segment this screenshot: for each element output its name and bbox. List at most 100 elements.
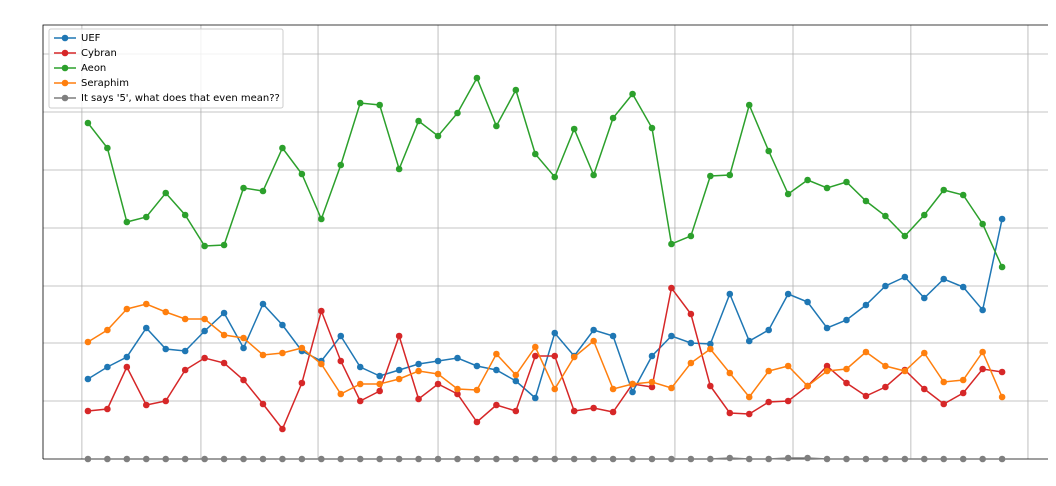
point bbox=[84, 338, 92, 346]
legend-marker bbox=[61, 64, 69, 72]
point bbox=[998, 393, 1006, 401]
point bbox=[940, 275, 948, 283]
point bbox=[395, 165, 403, 173]
point bbox=[765, 326, 772, 334]
legend-marker bbox=[61, 79, 69, 87]
point bbox=[162, 189, 170, 197]
point bbox=[337, 455, 345, 463]
point bbox=[104, 326, 111, 334]
point bbox=[454, 354, 461, 362]
point bbox=[123, 353, 131, 361]
point bbox=[415, 117, 422, 125]
point bbox=[551, 329, 559, 337]
point bbox=[784, 454, 792, 462]
point bbox=[473, 418, 481, 426]
point bbox=[959, 455, 967, 463]
point bbox=[512, 377, 520, 385]
point bbox=[590, 337, 597, 345]
point bbox=[920, 211, 928, 219]
legend-label: It says '5', what does that even mean?? bbox=[81, 93, 280, 104]
point bbox=[920, 294, 928, 302]
point bbox=[668, 240, 675, 248]
point bbox=[823, 455, 831, 463]
point bbox=[765, 147, 772, 155]
point bbox=[512, 86, 520, 94]
point bbox=[181, 315, 189, 323]
point bbox=[570, 353, 578, 361]
point bbox=[998, 455, 1006, 463]
point bbox=[998, 368, 1006, 376]
point bbox=[609, 332, 617, 340]
point bbox=[590, 326, 597, 334]
point bbox=[356, 99, 364, 107]
point bbox=[668, 455, 675, 463]
legend-marker bbox=[61, 94, 69, 102]
point bbox=[765, 398, 772, 406]
point bbox=[142, 401, 150, 409]
point bbox=[376, 455, 383, 463]
point bbox=[201, 315, 208, 323]
point bbox=[843, 316, 850, 324]
point bbox=[376, 387, 383, 395]
point bbox=[862, 392, 870, 400]
point bbox=[707, 455, 714, 463]
point bbox=[687, 310, 695, 318]
point bbox=[882, 455, 889, 463]
point bbox=[220, 309, 228, 317]
point bbox=[415, 395, 422, 403]
point bbox=[220, 241, 228, 249]
point bbox=[454, 109, 461, 117]
point bbox=[493, 122, 500, 130]
point bbox=[726, 290, 734, 298]
point bbox=[668, 332, 675, 340]
point bbox=[454, 455, 461, 463]
point bbox=[142, 455, 150, 463]
point bbox=[920, 385, 928, 393]
point bbox=[104, 363, 111, 371]
point bbox=[337, 357, 345, 365]
point bbox=[142, 213, 150, 221]
point bbox=[629, 455, 636, 463]
point bbox=[356, 380, 364, 388]
point bbox=[940, 378, 948, 386]
point bbox=[181, 366, 189, 374]
point bbox=[823, 184, 831, 192]
point bbox=[745, 410, 753, 418]
point bbox=[882, 282, 889, 290]
point bbox=[454, 385, 461, 393]
point bbox=[415, 360, 422, 368]
point bbox=[298, 455, 306, 463]
point bbox=[979, 455, 986, 463]
point bbox=[609, 114, 617, 122]
point bbox=[259, 455, 267, 463]
point bbox=[784, 290, 792, 298]
point bbox=[104, 455, 111, 463]
point bbox=[979, 220, 986, 228]
point bbox=[259, 187, 267, 195]
point bbox=[181, 455, 189, 463]
point bbox=[609, 408, 617, 416]
point bbox=[298, 379, 306, 387]
point bbox=[104, 144, 111, 152]
point bbox=[590, 455, 597, 463]
point bbox=[862, 348, 870, 356]
point bbox=[531, 455, 539, 463]
point bbox=[201, 354, 208, 362]
point bbox=[551, 352, 559, 360]
point bbox=[609, 455, 617, 463]
point bbox=[531, 150, 539, 158]
point bbox=[84, 455, 92, 463]
point bbox=[318, 360, 325, 368]
point bbox=[473, 386, 481, 394]
point bbox=[356, 455, 364, 463]
point bbox=[434, 357, 442, 365]
point bbox=[959, 389, 967, 397]
point bbox=[318, 215, 325, 223]
point bbox=[434, 132, 442, 140]
point bbox=[979, 306, 986, 314]
point bbox=[745, 455, 753, 463]
point bbox=[162, 308, 170, 316]
point bbox=[648, 124, 656, 132]
point bbox=[629, 90, 636, 98]
